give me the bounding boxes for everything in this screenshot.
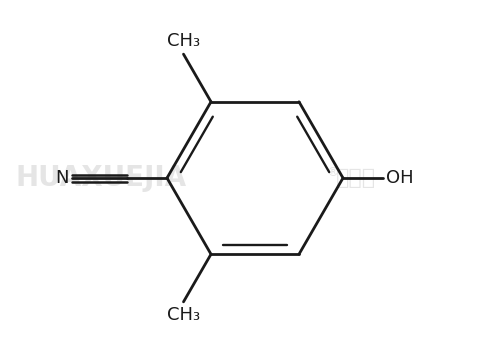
Text: ®: ®: [326, 167, 339, 179]
Text: CH₃: CH₃: [167, 32, 200, 50]
Text: N: N: [56, 169, 69, 187]
Text: OH: OH: [386, 169, 414, 187]
Text: 化学加: 化学加: [336, 168, 376, 188]
Text: HUAXUEJIA: HUAXUEJIA: [15, 164, 186, 192]
Text: CH₃: CH₃: [167, 306, 200, 324]
